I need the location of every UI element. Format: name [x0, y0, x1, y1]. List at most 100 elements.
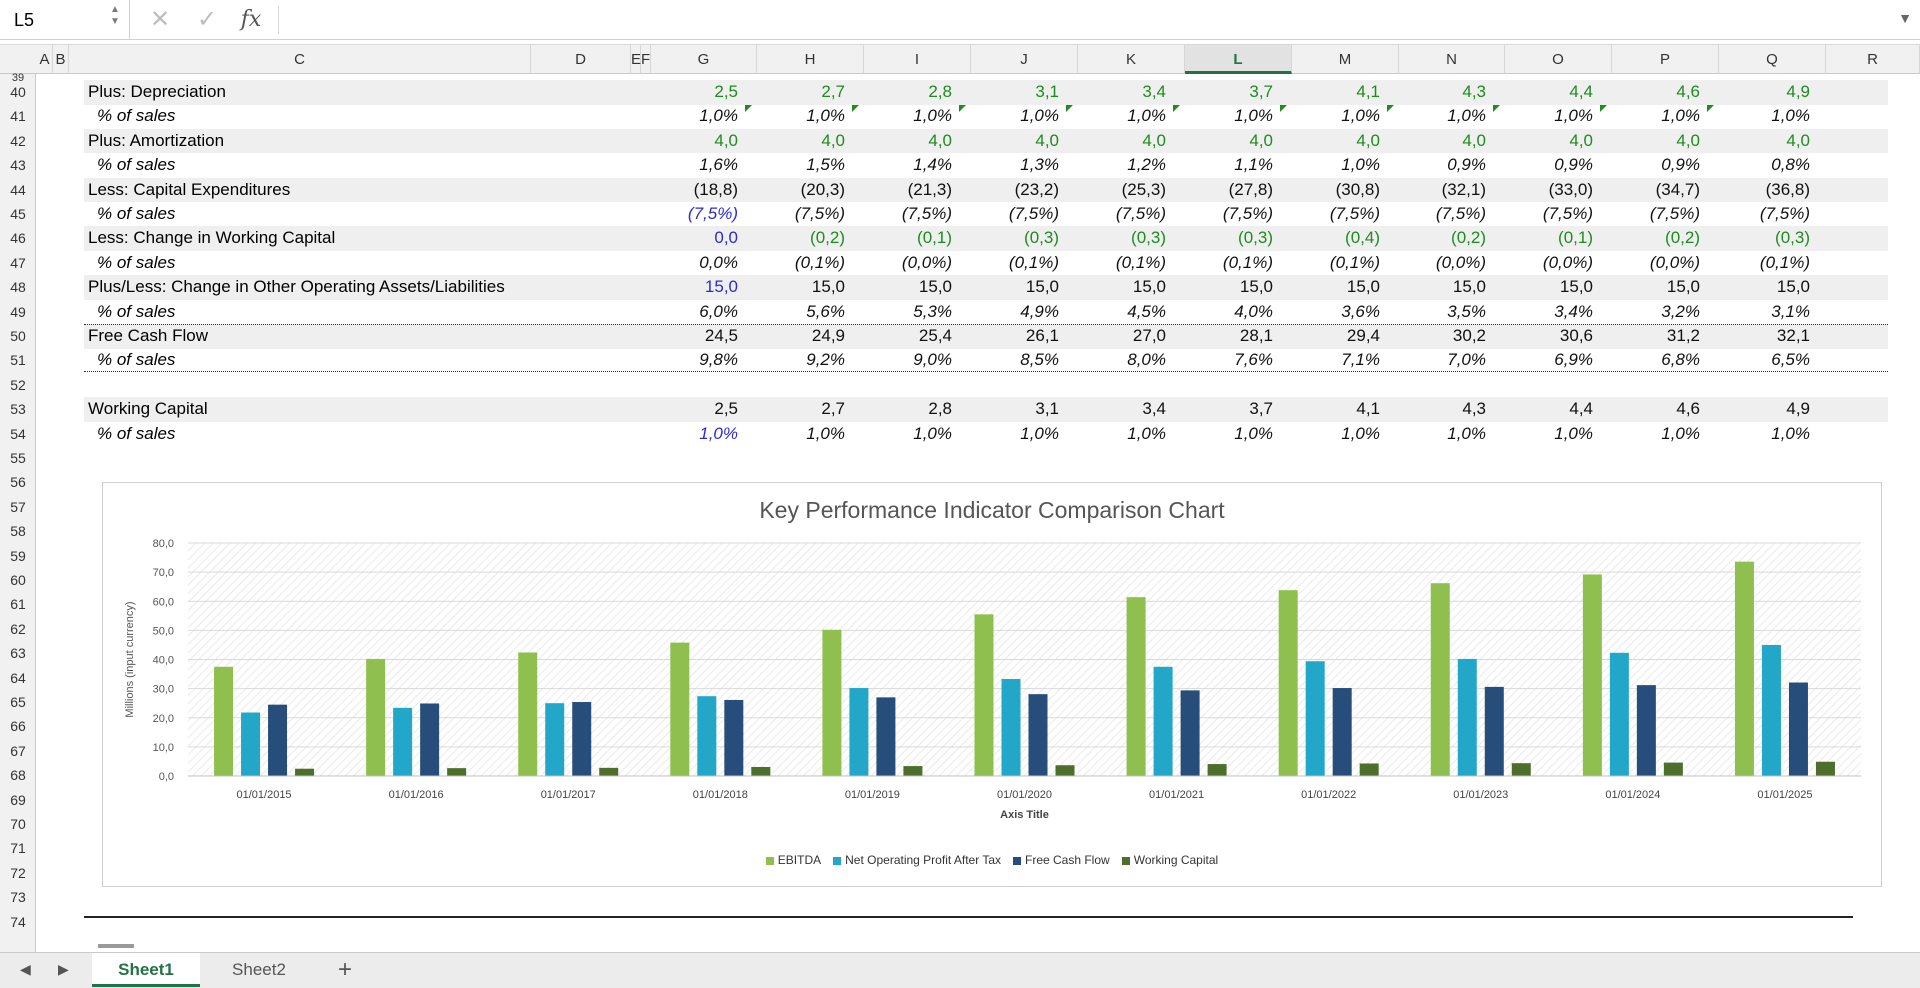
- kpi-chart[interactable]: Key Performance Indicator Comparison Cha…: [102, 482, 1882, 887]
- column-header-k[interactable]: K: [1078, 45, 1185, 74]
- value-cell[interactable]: 6,8%: [1661, 350, 1700, 370]
- row-number[interactable]: 56: [10, 474, 26, 491]
- row-number[interactable]: 65: [10, 694, 26, 710]
- value-cell[interactable]: 15,0: [1666, 277, 1700, 297]
- value-cell[interactable]: 4,0: [1249, 130, 1273, 150]
- value-cell[interactable]: (7,5%): [1008, 204, 1059, 223]
- row-number[interactable]: 71: [10, 840, 26, 857]
- row-number[interactable]: 50: [10, 328, 26, 344]
- value-cell[interactable]: 24,9: [811, 326, 845, 345]
- value-cell[interactable]: 1,0%: [1020, 106, 1059, 126]
- value-cell[interactable]: (18,8): [693, 179, 738, 199]
- row-number[interactable]: 64: [10, 669, 26, 686]
- row-label[interactable]: % of sales: [97, 423, 176, 443]
- value-cell[interactable]: 1,0%: [806, 106, 845, 126]
- value-cell[interactable]: (21,3): [907, 179, 952, 199]
- row-number[interactable]: 41: [10, 108, 26, 125]
- column-header-d[interactable]: D: [531, 45, 631, 74]
- row-number[interactable]: 43: [10, 157, 26, 174]
- value-cell[interactable]: 4,9%: [1020, 301, 1059, 321]
- value-cell[interactable]: 4,4: [1569, 399, 1593, 419]
- value-cell[interactable]: (7,5%): [794, 204, 845, 223]
- value-cell[interactable]: 9,8%: [699, 350, 738, 370]
- value-cell[interactable]: 15,0: [1346, 277, 1380, 297]
- value-cell[interactable]: 3,2%: [1661, 301, 1700, 321]
- value-cell[interactable]: 2,5: [714, 399, 738, 419]
- value-cell[interactable]: 1,0%: [1341, 423, 1380, 443]
- row-label[interactable]: Plus: Amortization: [88, 130, 225, 150]
- value-cell[interactable]: 4,3: [1462, 82, 1486, 101]
- value-cell[interactable]: 0,0%: [699, 252, 738, 272]
- value-cell[interactable]: 1,0%: [1447, 106, 1486, 126]
- column-header-q[interactable]: Q: [1719, 45, 1826, 74]
- value-cell[interactable]: (0,1): [1558, 228, 1593, 248]
- row-label[interactable]: Less: Change in Working Capital: [88, 228, 336, 248]
- value-cell[interactable]: 4,0: [1676, 130, 1700, 150]
- row-number[interactable]: 53: [10, 401, 26, 418]
- value-cell[interactable]: (34,7): [1655, 179, 1700, 199]
- value-cell[interactable]: 6,9%: [1554, 350, 1593, 370]
- value-cell[interactable]: (33,0): [1548, 179, 1593, 199]
- value-cell[interactable]: 4,0: [928, 130, 952, 150]
- value-cell[interactable]: (7,5%): [687, 204, 738, 223]
- value-cell[interactable]: 24,5: [704, 326, 738, 345]
- value-cell[interactable]: 30,6: [1559, 326, 1593, 345]
- value-cell[interactable]: 0,9%: [1447, 155, 1486, 175]
- name-box[interactable]: L5: [0, 0, 130, 40]
- row-number[interactable]: 63: [10, 645, 26, 662]
- column-header-j[interactable]: J: [971, 45, 1078, 74]
- value-cell[interactable]: 4,0: [821, 130, 845, 150]
- row-number[interactable]: 59: [10, 547, 26, 564]
- value-cell[interactable]: 2,7: [821, 399, 845, 419]
- tab-sheet1[interactable]: Sheet1: [92, 953, 200, 987]
- value-cell[interactable]: 7,0%: [1447, 350, 1486, 370]
- row-label[interactable]: % of sales: [97, 155, 176, 175]
- value-cell[interactable]: 4,5%: [1127, 301, 1166, 321]
- row-label[interactable]: Working Capital: [88, 399, 208, 419]
- value-cell[interactable]: (0,1%): [794, 252, 845, 272]
- column-header-b[interactable]: B: [53, 45, 69, 74]
- value-cell[interactable]: 1,0%: [1661, 423, 1700, 443]
- row-number[interactable]: 61: [10, 596, 26, 613]
- value-cell[interactable]: 25,4: [918, 326, 952, 345]
- column-header-l[interactable]: L: [1185, 45, 1292, 74]
- value-cell[interactable]: 26,1: [1025, 326, 1059, 345]
- row-number[interactable]: 51: [10, 352, 26, 369]
- value-cell[interactable]: 15,0: [1239, 277, 1273, 297]
- value-cell[interactable]: 1,5%: [806, 155, 845, 175]
- column-header-i[interactable]: I: [864, 45, 971, 74]
- value-cell[interactable]: 1,3%: [1020, 155, 1059, 175]
- prev-sheet-icon[interactable]: ◀: [20, 961, 31, 977]
- column-header-m[interactable]: M: [1292, 45, 1399, 74]
- row-label[interactable]: % of sales: [97, 252, 176, 272]
- value-cell[interactable]: 3,7: [1249, 399, 1273, 419]
- value-cell[interactable]: 7,1%: [1341, 350, 1380, 370]
- row-number[interactable]: 49: [10, 303, 26, 320]
- row-number[interactable]: 72: [10, 864, 26, 881]
- name-box-stepper-icon[interactable]: ▲ ▼: [110, 4, 120, 27]
- value-cell[interactable]: (0,3): [1024, 228, 1059, 248]
- row-number[interactable]: 47: [10, 254, 26, 271]
- row-number[interactable]: 57: [10, 498, 26, 515]
- value-cell[interactable]: 4,0: [1035, 130, 1059, 150]
- value-cell[interactable]: 1,0%: [1447, 423, 1486, 443]
- value-cell[interactable]: 1,4%: [913, 155, 952, 175]
- value-cell[interactable]: (7,5%): [1649, 204, 1700, 223]
- row-number[interactable]: 40: [10, 84, 26, 100]
- value-cell[interactable]: 30,2: [1452, 326, 1486, 345]
- row-number[interactable]: 39: [11, 72, 25, 84]
- value-cell[interactable]: 1,0%: [1341, 155, 1380, 175]
- value-cell[interactable]: 1,0%: [1341, 106, 1380, 126]
- value-cell[interactable]: 15,0: [1776, 277, 1810, 297]
- column-header-p[interactable]: P: [1612, 45, 1719, 74]
- value-cell[interactable]: 3,7: [1249, 82, 1273, 101]
- value-cell[interactable]: 4,9: [1786, 82, 1810, 101]
- value-cell[interactable]: (0,3): [1775, 228, 1810, 248]
- value-cell[interactable]: 6,0%: [699, 301, 738, 321]
- row-number[interactable]: 52: [10, 376, 26, 393]
- value-cell[interactable]: (7,5%): [901, 204, 952, 223]
- value-cell[interactable]: 29,4: [1346, 326, 1380, 345]
- value-cell[interactable]: 1,0%: [699, 106, 738, 126]
- value-cell[interactable]: 31,2: [1666, 326, 1700, 345]
- row-number[interactable]: 45: [10, 206, 26, 222]
